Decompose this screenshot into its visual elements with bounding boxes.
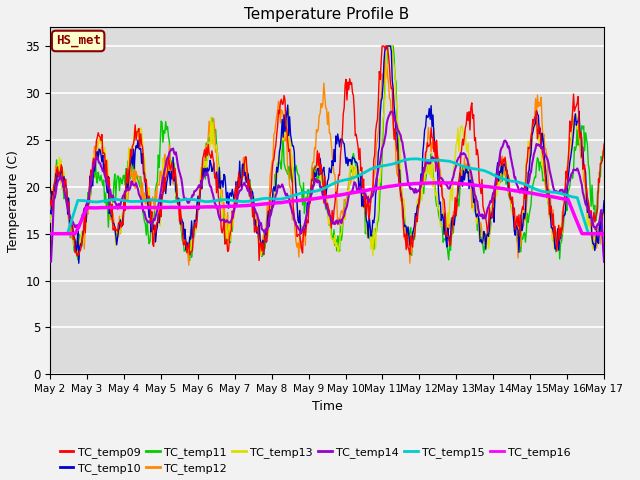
- Line: TC_temp10: TC_temp10: [50, 46, 604, 263]
- X-axis label: Time: Time: [312, 400, 342, 413]
- TC_temp14: [189, 192, 196, 198]
- TC_temp10: [75, 260, 83, 266]
- TC_temp16: [600, 231, 608, 237]
- TC_temp10: [383, 43, 390, 49]
- TC_temp09: [600, 141, 608, 147]
- TC_temp14: [46, 259, 54, 264]
- TC_temp16: [297, 197, 305, 203]
- TC_temp13: [144, 197, 152, 203]
- TC_temp09: [418, 180, 426, 186]
- TC_temp15: [600, 231, 608, 237]
- TC_temp15: [372, 164, 380, 170]
- TC_temp12: [381, 52, 388, 58]
- TC_temp14: [372, 175, 380, 181]
- TC_temp13: [465, 168, 473, 174]
- TC_temp15: [464, 165, 472, 170]
- Line: TC_temp15: TC_temp15: [50, 159, 604, 234]
- TC_temp13: [297, 231, 305, 237]
- TC_temp12: [189, 239, 197, 245]
- TC_temp15: [412, 156, 420, 162]
- TC_temp09: [46, 194, 54, 200]
- TC_temp16: [416, 180, 424, 186]
- TC_temp10: [189, 235, 197, 240]
- Text: HS_met: HS_met: [56, 35, 100, 48]
- TC_temp13: [418, 198, 426, 204]
- TC_temp16: [464, 181, 472, 187]
- TC_temp11: [385, 43, 392, 49]
- TC_temp14: [600, 259, 608, 264]
- TC_temp09: [378, 43, 386, 49]
- TC_temp09: [298, 247, 305, 252]
- TC_temp12: [46, 213, 54, 219]
- Legend: TC_temp09, TC_temp10, TC_temp11, TC_temp12, TC_temp13, TC_temp14, TC_temp15, TC_: TC_temp09, TC_temp10, TC_temp11, TC_temp…: [56, 443, 575, 479]
- TC_temp10: [418, 180, 426, 185]
- TC_temp16: [372, 186, 380, 192]
- TC_temp15: [297, 191, 305, 196]
- TC_temp10: [465, 186, 473, 192]
- Line: TC_temp09: TC_temp09: [50, 46, 604, 261]
- TC_temp09: [144, 200, 152, 205]
- Line: TC_temp14: TC_temp14: [50, 112, 604, 262]
- TC_temp12: [600, 209, 608, 215]
- Line: TC_temp16: TC_temp16: [50, 183, 604, 234]
- TC_temp13: [189, 229, 196, 235]
- Title: Temperature Profile B: Temperature Profile B: [244, 7, 410, 22]
- TC_temp14: [387, 109, 395, 115]
- TC_temp09: [374, 117, 381, 122]
- TC_temp15: [144, 197, 152, 203]
- TC_temp13: [600, 214, 608, 220]
- Line: TC_temp12: TC_temp12: [50, 55, 604, 265]
- TC_temp16: [189, 204, 196, 210]
- TC_temp10: [600, 198, 608, 204]
- TC_temp13: [385, 43, 392, 49]
- TC_temp14: [417, 180, 425, 185]
- TC_temp15: [189, 197, 196, 203]
- TC_temp11: [374, 219, 381, 225]
- TC_temp11: [144, 231, 152, 237]
- TC_temp11: [418, 181, 426, 187]
- TC_temp12: [374, 136, 381, 142]
- TC_temp16: [144, 204, 152, 210]
- TC_temp11: [600, 146, 608, 152]
- TC_temp11: [298, 186, 305, 192]
- Y-axis label: Temperature (C): Temperature (C): [7, 150, 20, 252]
- Line: TC_temp13: TC_temp13: [50, 46, 604, 255]
- TC_temp12: [298, 239, 305, 244]
- TC_temp10: [374, 168, 381, 174]
- TC_temp10: [46, 208, 54, 214]
- TC_temp13: [46, 219, 54, 225]
- Line: TC_temp11: TC_temp11: [50, 46, 604, 261]
- TC_temp14: [297, 231, 305, 237]
- TC_temp09: [255, 258, 263, 264]
- TC_temp11: [186, 258, 193, 264]
- TC_temp14: [144, 219, 152, 225]
- TC_temp09: [465, 109, 473, 115]
- TC_temp11: [465, 168, 473, 173]
- TC_temp12: [418, 180, 426, 186]
- TC_temp13: [369, 252, 377, 258]
- TC_temp13: [374, 217, 381, 223]
- TC_temp12: [144, 204, 152, 210]
- TC_temp16: [46, 231, 54, 237]
- TC_temp15: [46, 231, 54, 237]
- TC_temp10: [145, 215, 153, 220]
- TC_temp10: [298, 230, 305, 236]
- TC_temp11: [189, 229, 197, 235]
- TC_temp14: [464, 160, 472, 166]
- TC_temp15: [417, 156, 425, 162]
- TC_temp12: [185, 263, 193, 268]
- TC_temp11: [46, 210, 54, 216]
- TC_temp16: [436, 180, 444, 186]
- TC_temp09: [189, 247, 196, 253]
- TC_temp12: [465, 174, 473, 180]
